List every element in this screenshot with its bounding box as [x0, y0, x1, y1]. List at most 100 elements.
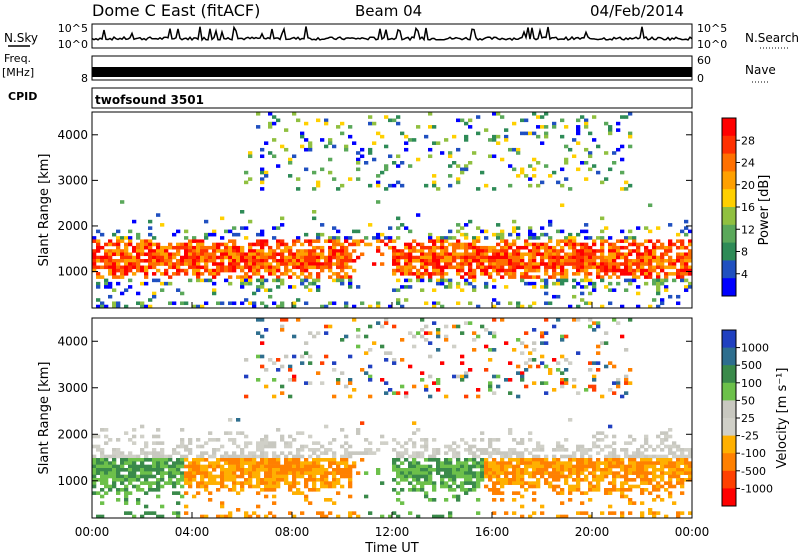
velocity-cell: [628, 484, 633, 489]
velocity-cell: [544, 468, 549, 472]
velocity-cell: [492, 461, 497, 465]
power-cell: [216, 265, 221, 270]
velocity-cell: [520, 484, 525, 489]
x-axis-label: Time UT: [364, 541, 418, 554]
velocity-cell: [312, 448, 317, 452]
power-cell: [456, 252, 461, 257]
power-cell: [280, 239, 285, 243]
power-cell: [244, 180, 249, 185]
velocity-cell: [184, 444, 189, 449]
power-cell: [580, 245, 585, 250]
velocity-cell: [432, 498, 437, 502]
power-cell: [128, 268, 133, 273]
velocity-cell: [336, 378, 341, 382]
velocity-cell: [112, 454, 117, 459]
velocity-cell: [392, 458, 397, 462]
velocity-cell: [228, 438, 233, 442]
velocity-cell: [124, 458, 129, 462]
velocity-cell: [472, 338, 477, 342]
power-cell: [472, 249, 477, 253]
velocity-cell: [332, 394, 337, 399]
velocity-cell: [452, 441, 457, 445]
power-cell: [332, 252, 337, 257]
power-cell: [436, 255, 441, 260]
velocity-cell: [248, 481, 253, 485]
power-cell: [528, 259, 533, 263]
power-cell: [312, 249, 317, 253]
nsky-tick-bottom: 10^0: [58, 38, 88, 51]
velocity-cell: [412, 431, 417, 435]
power-cell: [136, 232, 141, 237]
power-cell: [272, 265, 277, 270]
power-cell: [560, 167, 565, 172]
velocity-cell: [156, 461, 161, 465]
power-cell: [600, 249, 605, 253]
velocity-cell: [480, 478, 485, 482]
velocity-cell: [504, 468, 509, 472]
velocity-cell: [564, 454, 569, 459]
velocity-cell: [336, 514, 341, 519]
power-cell: [532, 232, 537, 237]
power-cell: [636, 265, 641, 270]
power-cell: [600, 252, 605, 257]
velocity-cell: [144, 454, 149, 459]
velocity-cell: [112, 451, 117, 455]
power-cell: [228, 249, 233, 253]
power-cell: [464, 245, 469, 250]
power-cell: [236, 249, 241, 253]
power-cell: [644, 262, 649, 266]
power-cell: [380, 252, 385, 257]
velocity-cell: [524, 461, 529, 465]
velocity-cell: [392, 361, 397, 365]
velocity-cell: [612, 484, 617, 489]
power-cell: [328, 301, 333, 306]
power-cell: [572, 236, 577, 240]
velocity-cell: [108, 454, 113, 459]
velocity-cell: [640, 491, 645, 495]
power-cell: [520, 131, 525, 136]
velocity-cell: [500, 454, 505, 459]
power-cell: [616, 265, 621, 270]
velocity-cell: [552, 464, 557, 469]
velocity-cell: [432, 451, 437, 455]
power-cell: [172, 265, 177, 270]
power-cell: [444, 272, 449, 276]
power-cell: [300, 144, 305, 149]
power-cell: [464, 242, 469, 247]
power-cell: [172, 255, 177, 260]
velocity-cell: [680, 448, 685, 452]
velocity-cell: [624, 454, 629, 459]
velocity-cell: [624, 488, 629, 492]
velocity-cell: [220, 501, 225, 505]
velocity-cell: [204, 484, 209, 489]
power-cell: [388, 183, 393, 188]
velocity-cell: [224, 478, 229, 482]
velocity-cell: [156, 494, 161, 499]
velocity-cell: [656, 461, 661, 465]
power-cell: [608, 249, 613, 253]
power-cell: [132, 245, 137, 250]
velocity-cell: [596, 461, 601, 465]
power-cell: [540, 115, 545, 119]
power-cell: [528, 268, 533, 273]
velocity-cell: [556, 318, 561, 322]
velocity-cell: [152, 511, 157, 515]
velocity-cell: [132, 484, 137, 489]
power-cell: [444, 265, 449, 270]
velocity-cell: [488, 441, 493, 445]
velocity-cell: [472, 444, 477, 449]
velocity-cell: [164, 454, 169, 459]
power-cell: [180, 259, 185, 263]
power-cell: [316, 285, 321, 289]
velocity-cell: [172, 481, 177, 485]
velocity-cell: [460, 464, 465, 469]
power-cell: [268, 121, 273, 126]
velocity-cell: [308, 454, 313, 459]
velocity-cell: [336, 464, 341, 469]
velocity-cell: [556, 448, 561, 452]
velocity-cell: [368, 348, 373, 352]
power-cell: [392, 161, 397, 165]
velocity-cell: [520, 441, 525, 445]
velocity-cell: [392, 478, 397, 482]
